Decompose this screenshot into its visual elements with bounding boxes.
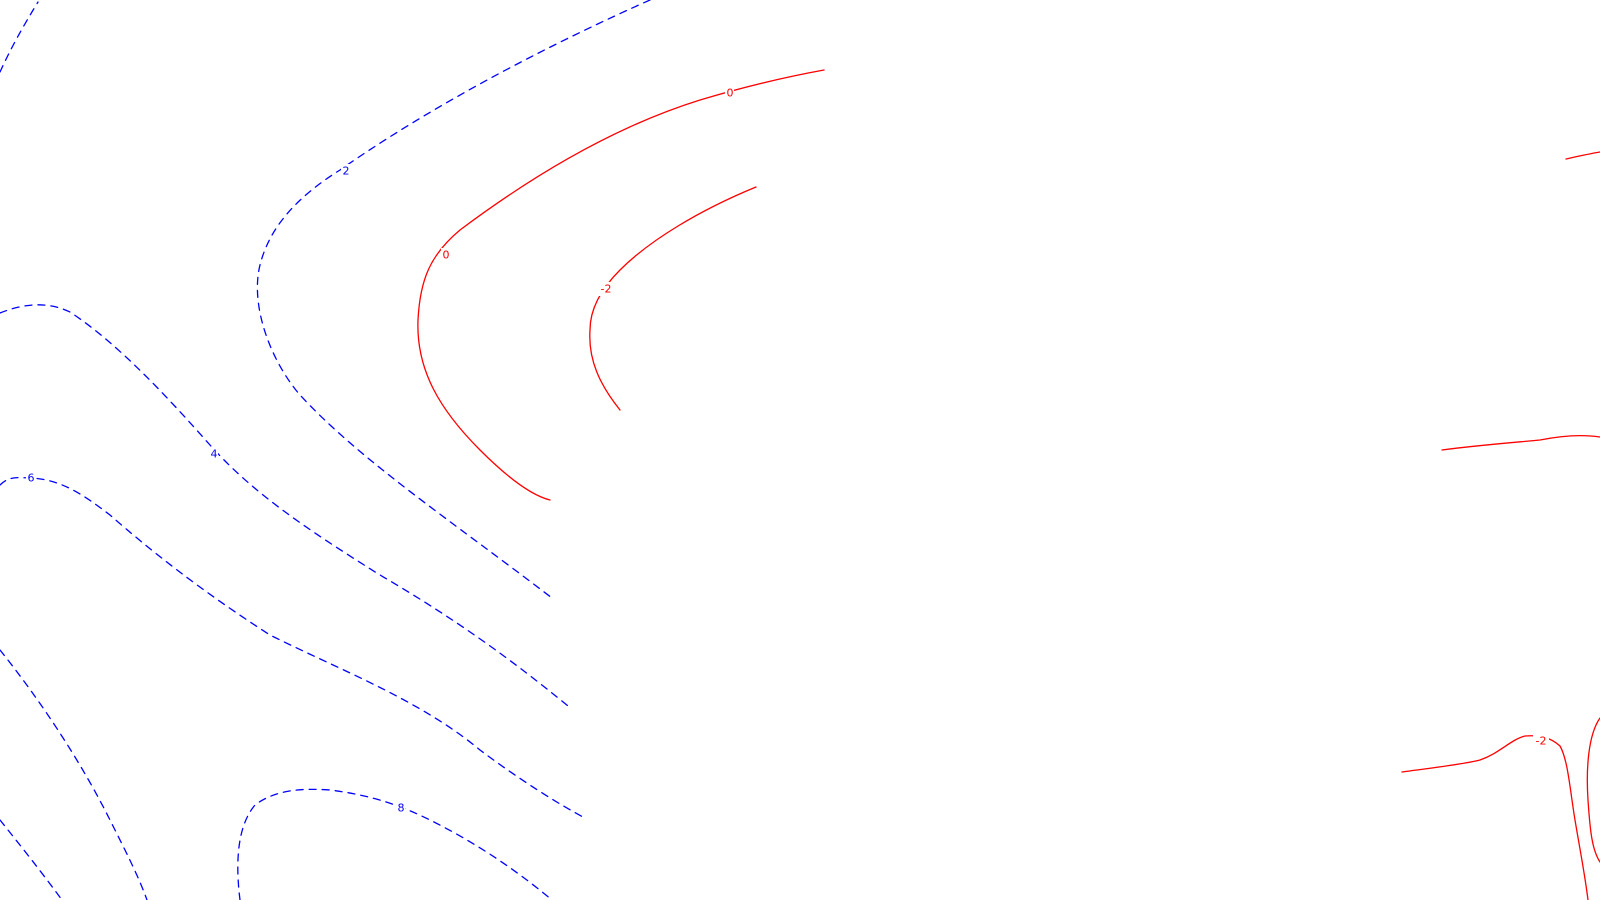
contour-line-blue-lower-left <box>0 649 148 900</box>
contour-line-red-right-middle <box>1441 434 1600 451</box>
svg-text:0: 0 <box>443 249 450 262</box>
contour-label-red-0-upper: 0 <box>725 86 734 100</box>
contour-label-blue-6: 6 <box>26 471 35 485</box>
contour-line-red-minus2-lower-right <box>1401 735 1589 900</box>
contour-line-red-right-top <box>1565 151 1600 160</box>
svg-text:-2: -2 <box>1536 735 1547 748</box>
contour-label-blue-4: 4 <box>209 447 218 461</box>
svg-text:2: 2 <box>343 165 350 178</box>
contour-line-blue-4 <box>0 304 569 707</box>
contour-line-red-0 <box>417 69 825 501</box>
contour-line-blue-6 <box>0 476 586 819</box>
contour-label-blue-8: 8 <box>396 801 405 815</box>
contour-line-blue-8 <box>237 788 553 900</box>
contour-line-blue-top-left <box>0 1 39 73</box>
svg-text:6: 6 <box>28 472 35 485</box>
svg-text:0: 0 <box>727 87 734 100</box>
contour-label-blue-2: 2 <box>341 164 350 178</box>
contour-line-red-far-right <box>1586 717 1600 863</box>
contour-line-blue-2 <box>256 0 651 599</box>
contour-line-red-minus2-inner <box>589 186 757 411</box>
contour-label-red-minus2-lower-right: -2 <box>1533 734 1549 748</box>
contour-label-red-0-left: 0 <box>441 248 450 262</box>
contour-label-red-minus2-inner: -2 <box>598 282 614 296</box>
svg-text:-2: -2 <box>601 283 612 296</box>
svg-text:4: 4 <box>211 448 218 461</box>
svg-text:8: 8 <box>398 802 405 815</box>
contour-line-blue-bottom-left <box>0 819 63 900</box>
